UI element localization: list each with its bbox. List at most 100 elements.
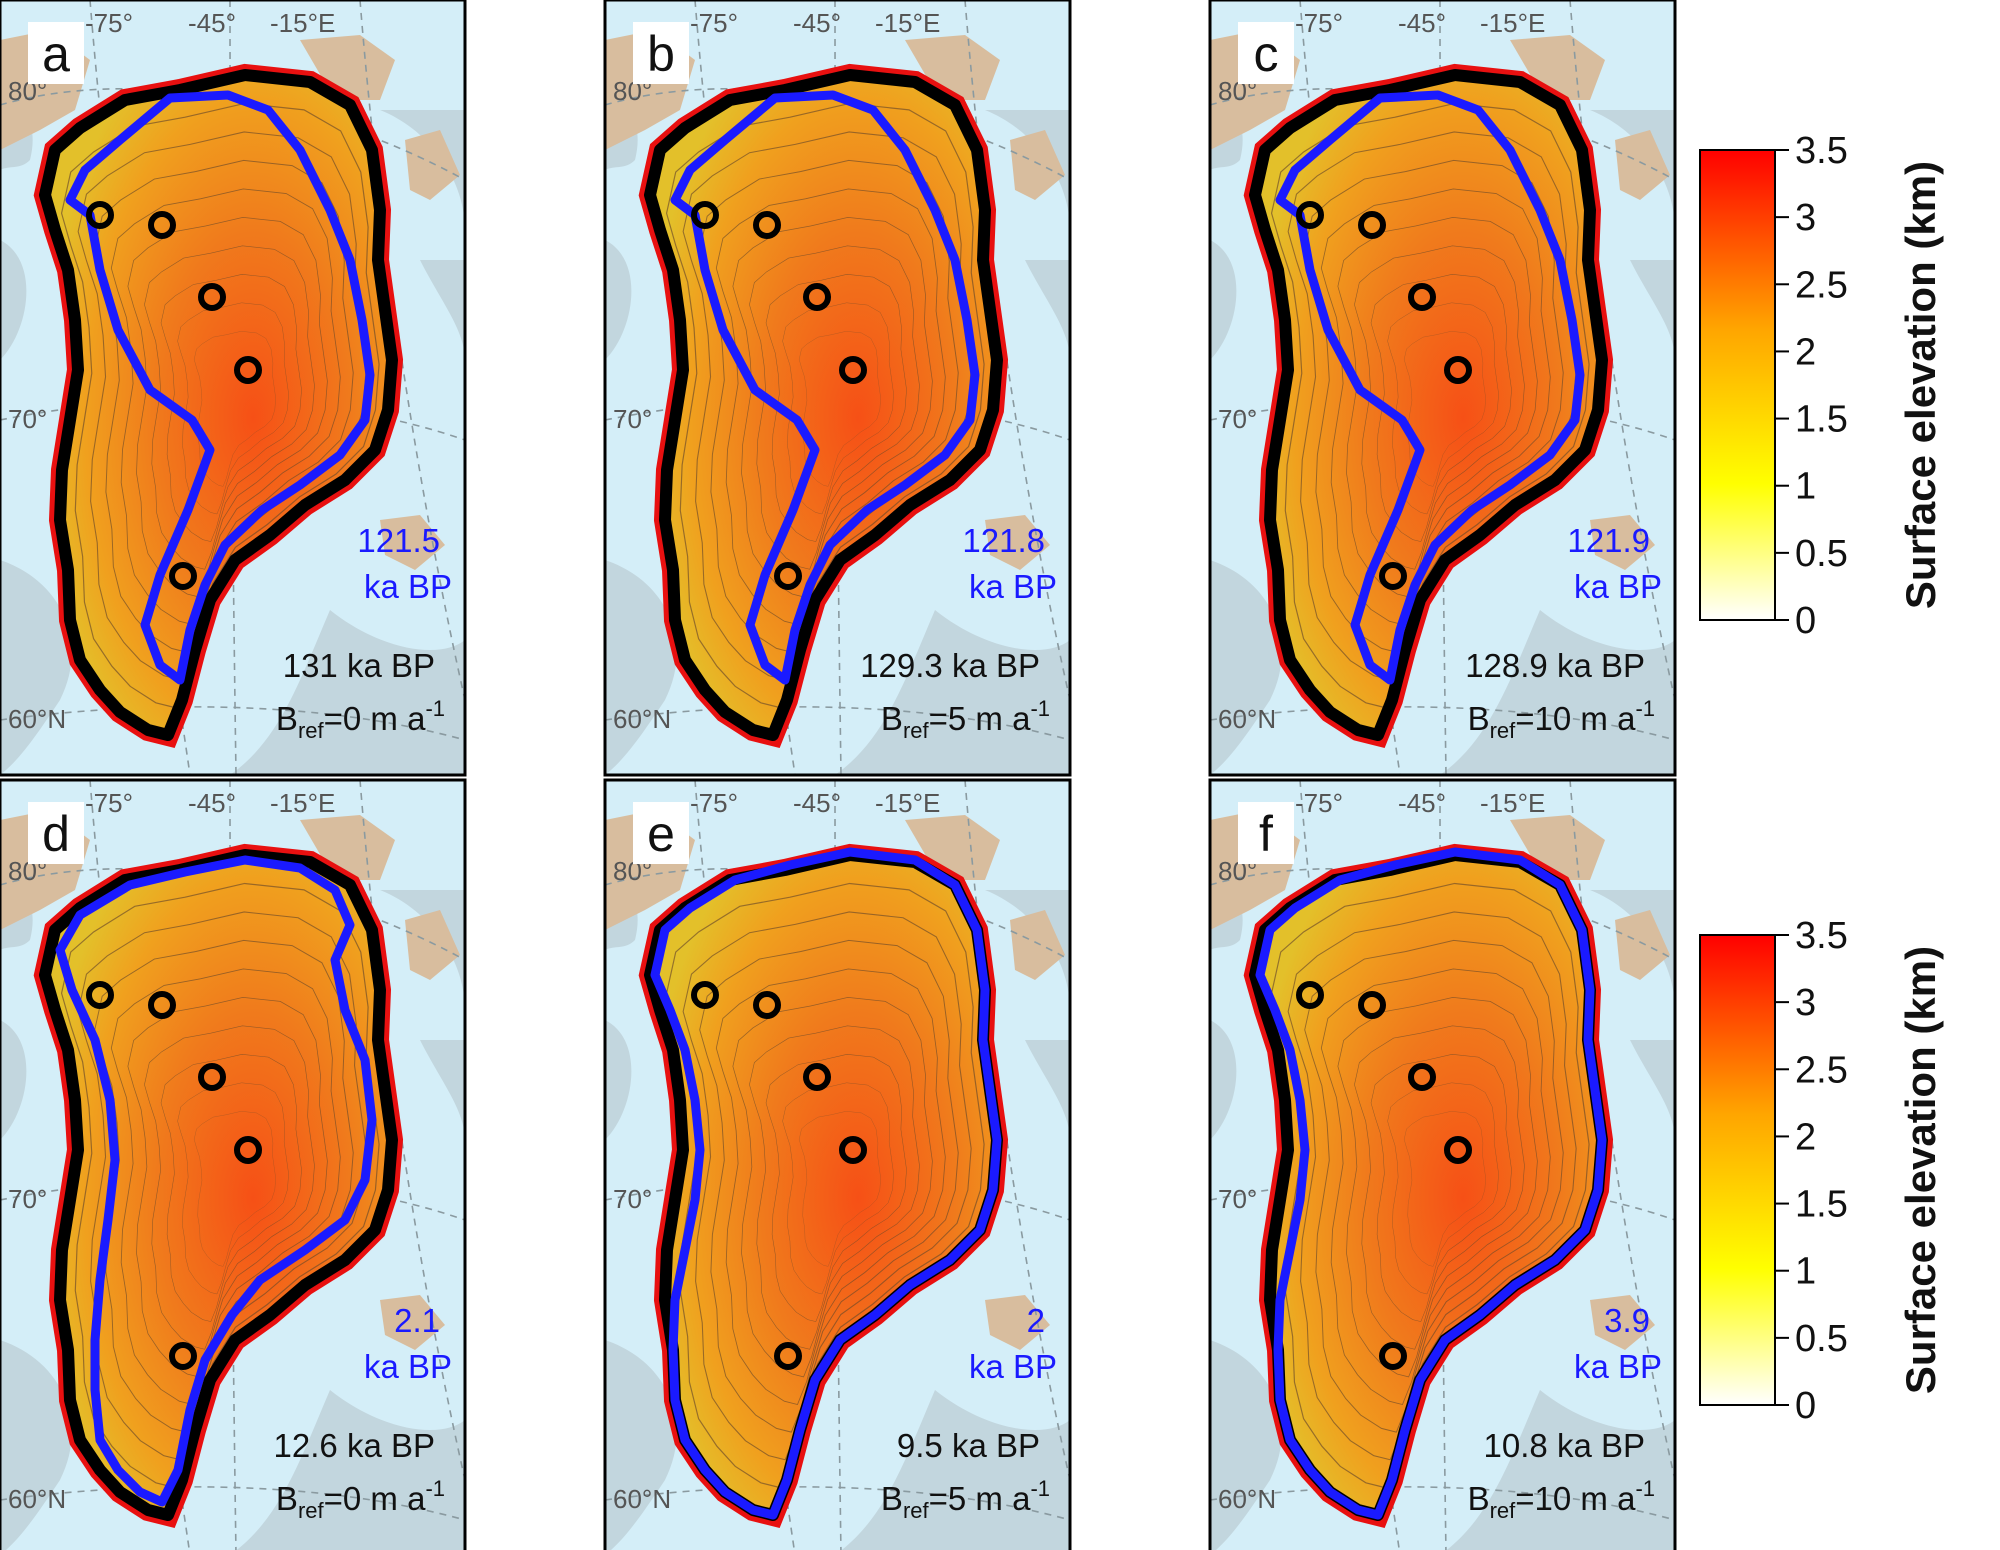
bref-superscript: -1 <box>1030 696 1050 721</box>
ice-core-site-marker <box>86 201 114 229</box>
colorbar-tick-label: 0.5 <box>1795 1318 1848 1360</box>
latitude-label: 60°N <box>8 704 66 734</box>
ice-core-site-marker <box>803 1063 831 1091</box>
colorbar-tick-label: 3.5 <box>1795 130 1848 172</box>
ice-core-site-marker <box>148 991 176 1019</box>
panel-letter-background <box>633 22 689 84</box>
longitude-label: -75° <box>1295 788 1343 818</box>
bref-value: =0 m a <box>324 700 426 737</box>
bref-label: Bref=0 m a-1 <box>276 1476 445 1523</box>
panel-letter-background <box>633 802 689 864</box>
colorbar-title: Surface elevation (km) <box>1897 161 1944 609</box>
bref-value: =5 m a <box>929 1480 1031 1517</box>
contour-line <box>1387 1082 1499 1295</box>
bref-subscript: ref <box>1490 718 1517 743</box>
contour-line <box>732 996 933 1378</box>
ice-core-site-marker <box>1379 1342 1407 1370</box>
bref-superscript: -1 <box>1030 1476 1050 1501</box>
bref-main: B <box>881 700 903 737</box>
colorbar-tick-label: 1 <box>1795 1251 1816 1293</box>
sea-ice-area <box>0 887 465 1550</box>
black-extent-outline <box>644 69 1003 741</box>
ice-core-site-marker <box>1296 201 1324 229</box>
bref-value: =10 m a <box>1515 700 1636 737</box>
longitude-label: -45° <box>793 8 841 38</box>
blue-age-unit: ka BP <box>1574 568 1662 605</box>
bref-main: B <box>1468 700 1490 737</box>
bref-value: =10 m a <box>1515 1480 1636 1517</box>
ice-core-site-marker <box>803 283 831 311</box>
bref-label: Bref=0 m a-1 <box>276 696 445 743</box>
panel-frame <box>603 778 1072 1550</box>
contour-line <box>1370 1054 1512 1322</box>
longitude-label: -75° <box>85 8 133 38</box>
black-age-value: 131 ka BP <box>283 647 435 684</box>
panel-letter-background <box>1238 802 1294 864</box>
contour-line <box>1370 274 1512 542</box>
contour-line <box>749 1025 920 1350</box>
bref-subscript: ref <box>903 718 930 743</box>
sea-ice-area <box>605 887 1070 1550</box>
longitude-label: -15°E <box>875 788 940 818</box>
latitude-label: 60°N <box>1218 704 1276 734</box>
ice-core-site-marker <box>753 211 781 239</box>
ice-core-site-marker <box>774 562 802 590</box>
black-extent-outline <box>1249 69 1608 741</box>
ice-core-site-marker <box>86 981 114 1009</box>
contour-line <box>144 1025 315 1350</box>
bref-main: B <box>276 1480 298 1517</box>
black-age-value: 9.5 ka BP <box>897 1427 1040 1464</box>
colorbar-tick-label: 0.5 <box>1795 533 1848 575</box>
contour-line <box>799 1111 881 1267</box>
longitude-label: -45° <box>1398 8 1446 38</box>
bref-superscript: -1 <box>425 1476 445 1501</box>
ice-sheet-surface <box>1255 75 1602 735</box>
latitude-label: 70° <box>8 404 47 434</box>
panel-frame <box>1208 778 1677 1550</box>
bref-value: =5 m a <box>929 700 1031 737</box>
contour-line <box>177 302 289 515</box>
panel-frame <box>0 0 467 777</box>
latitude-label: 70° <box>8 1184 47 1214</box>
longitude-label: -75° <box>690 788 738 818</box>
bref-subscript: ref <box>298 1498 325 1523</box>
panel-letter: c <box>1254 26 1279 82</box>
contour-line <box>1304 939 1564 1433</box>
panel-frame <box>603 0 1072 777</box>
longitude-label: -15°E <box>1480 8 1545 38</box>
blue-age-unit: ka BP <box>364 568 452 605</box>
blue-age-unit: ka BP <box>969 1348 1057 1385</box>
contour-line <box>194 331 276 487</box>
bref-superscript: -1 <box>1635 1476 1655 1501</box>
blue-extent-outline <box>1275 90 1585 685</box>
ice-core-site-marker <box>1358 211 1386 239</box>
colorbar-tick-label: 2.5 <box>1795 1049 1848 1091</box>
latitude-label: 70° <box>1218 1184 1257 1214</box>
longitude-label: -75° <box>1295 8 1343 38</box>
blue-age-value: 2 <box>1027 1302 1045 1339</box>
contour-line <box>1320 968 1551 1406</box>
blue-age-unit: ka BP <box>364 1348 452 1385</box>
panel-letter: a <box>42 26 70 82</box>
colorbar-tick-label: 3 <box>1795 197 1816 239</box>
ice-sheet-surface <box>1255 855 1602 1515</box>
contour-line <box>782 302 894 515</box>
panel-letter: e <box>647 806 675 862</box>
black-age-value: 12.6 ka BP <box>274 1427 435 1464</box>
latitude-label: 60°N <box>8 1484 66 1514</box>
longitude-label: -75° <box>690 8 738 38</box>
ice-core-site-marker <box>1379 562 1407 590</box>
contour-line <box>177 1082 289 1295</box>
contour-line <box>765 274 907 542</box>
blue-age-value: 3.9 <box>1604 1302 1650 1339</box>
ice-core-site-marker <box>169 1342 197 1370</box>
longitude-label: -45° <box>188 8 236 38</box>
blue-extent-outline <box>670 90 980 685</box>
ice-core-site-marker <box>774 1342 802 1370</box>
ice-core-site-marker <box>234 356 262 384</box>
ice-core-site-marker <box>1408 1063 1436 1091</box>
